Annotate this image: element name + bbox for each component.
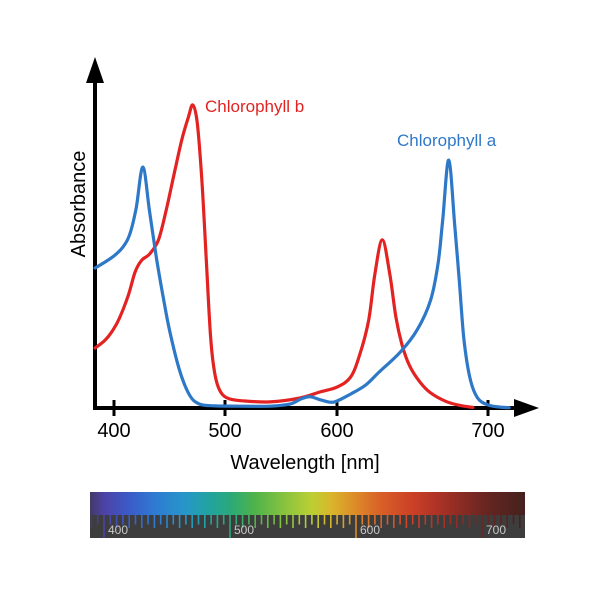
x-tick-label: 500 bbox=[208, 420, 241, 442]
y-axis-label: Absorbance bbox=[68, 151, 90, 258]
spectrum-bar-tick-label: 500 bbox=[234, 523, 254, 537]
x-tick-label: 600 bbox=[320, 420, 353, 442]
x-tick-label: 400 bbox=[97, 420, 130, 442]
chlorophyll-b-label: Chlorophyll b bbox=[205, 97, 304, 116]
spectrum-bar-labels: 400 500 600 700 bbox=[108, 523, 506, 537]
chlorophyll-a-curve bbox=[93, 158, 511, 410]
chlorophyll-a-label: Chlorophyll a bbox=[397, 131, 497, 150]
spectrum-bar-tick-label: 400 bbox=[108, 523, 128, 537]
axes bbox=[86, 57, 539, 417]
spectrum-bar-tick-label: 700 bbox=[486, 523, 506, 537]
chlorophyll-b-curve bbox=[93, 103, 475, 409]
x-tick-label: 700 bbox=[471, 420, 504, 442]
x-axis-label: Wavelength [nm] bbox=[230, 452, 379, 474]
spectrum-ruler-band bbox=[90, 515, 525, 538]
spectrum-bar: 400 500 600 700 bbox=[90, 492, 525, 538]
x-axis-arrowhead bbox=[514, 399, 539, 417]
spectrum-bar-tick-label: 600 bbox=[360, 523, 380, 537]
y-axis-arrowhead bbox=[86, 57, 104, 83]
x-tick-group: 400 500 600 700 bbox=[97, 400, 505, 442]
